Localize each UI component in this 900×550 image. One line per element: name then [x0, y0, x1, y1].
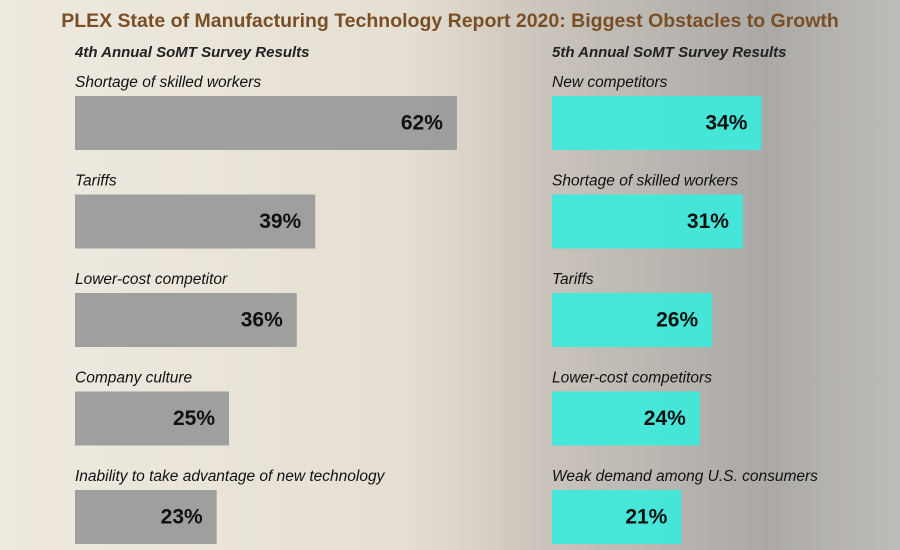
value-label: 21% [625, 506, 667, 529]
title: PLEX State of Manufacturing Technology R… [61, 10, 839, 32]
bar [75, 490, 217, 544]
bar [552, 490, 682, 544]
category-label: Company culture [75, 370, 193, 387]
category-label: Weak demand among U.S. consumers [552, 468, 818, 485]
category-label: New competitors [552, 74, 668, 91]
bar [75, 194, 316, 249]
value-label: 36% [241, 309, 283, 332]
bar [75, 293, 297, 347]
bar [75, 96, 457, 150]
value-label: 25% [173, 407, 215, 430]
category-label: Lower-cost competitors [552, 370, 712, 387]
bar [552, 194, 743, 249]
category-label: Inability to take advantage of new techn… [75, 468, 386, 485]
category-label: Shortage of skilled workers [552, 173, 738, 190]
chart-subtitle: 5th Annual SoMT Survey Results [552, 44, 787, 61]
value-label: 24% [644, 407, 686, 430]
bar [75, 391, 229, 446]
value-label: 26% [656, 309, 698, 332]
category-label: Tariffs [75, 173, 117, 190]
value-label: 31% [687, 210, 729, 233]
bar [552, 391, 700, 446]
chart-subtitle: 4th Annual SoMT Survey Results [74, 44, 310, 61]
bar [552, 293, 713, 347]
category-label: Shortage of skilled workers [75, 74, 261, 91]
value-label: 23% [161, 506, 203, 529]
category-label: Tariffs [552, 271, 594, 288]
value-label: 62% [401, 112, 443, 135]
bar [552, 96, 762, 150]
category-label: Lower-cost competitor [75, 271, 228, 288]
value-label: 39% [259, 210, 301, 233]
value-label: 34% [705, 112, 747, 135]
